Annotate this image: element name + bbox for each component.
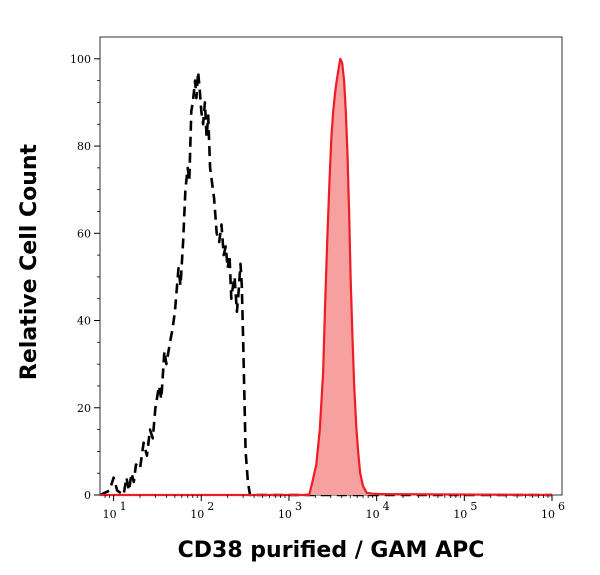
x-tick-label: 10: [366, 508, 380, 521]
x-tick-label: 10: [278, 508, 292, 521]
y-tick-label: 60: [77, 227, 91, 240]
series-layer: [99, 57, 553, 497]
x-tick-exponent: 5: [470, 500, 477, 513]
y-axis-title: Relative Cell Count: [17, 143, 42, 380]
x-tick-exponent: 4: [383, 500, 390, 513]
y-tick-label: 40: [77, 315, 91, 328]
x-tick-label: 10: [453, 508, 467, 521]
x-tick-label: 10: [541, 508, 555, 521]
y-tick-label: 20: [77, 402, 91, 415]
x-tick-label: 10: [103, 508, 117, 521]
series-0-line: [99, 70, 552, 497]
x-tick-exponent: 6: [558, 500, 565, 513]
x-tick-exponent: 1: [120, 500, 127, 513]
x-axis-title: CD38 purified / GAM APC: [178, 538, 485, 563]
x-tick-label: 10: [190, 508, 204, 521]
y-tick-label: 0: [84, 489, 91, 502]
y-axis: 0 20 40 60 80 100: [70, 53, 100, 502]
y-tick-label: 100: [70, 53, 91, 66]
x-tick-exponent: 2: [207, 500, 214, 513]
y-tick-label: 80: [77, 140, 91, 153]
x-tick-exponent: 3: [295, 500, 302, 513]
series-1-area: [100, 58, 552, 496]
series-1-line: [100, 57, 553, 497]
